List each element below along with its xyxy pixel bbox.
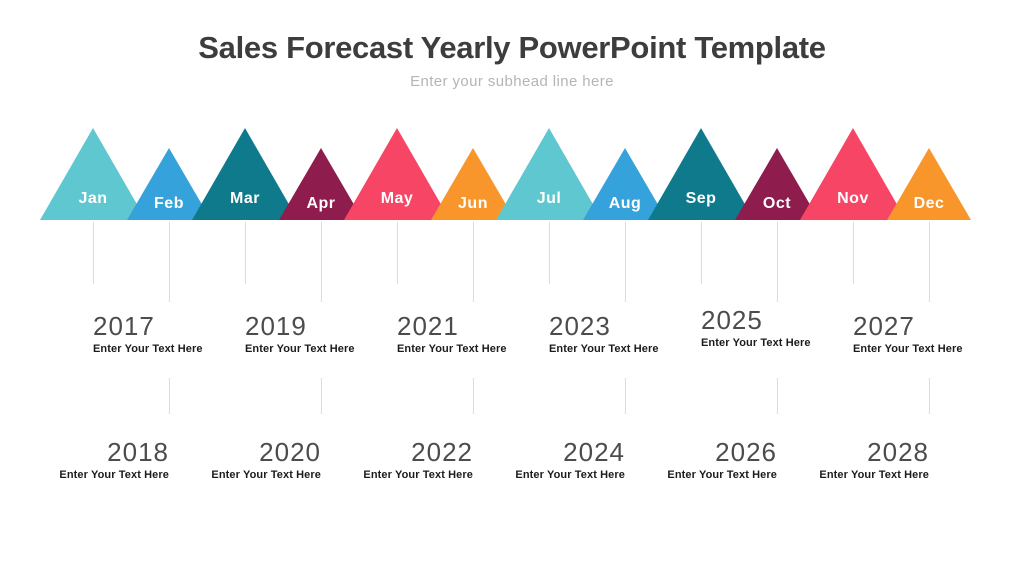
year-placeholder-text: Enter Your Text Here: [819, 469, 929, 481]
timeline-connector-line: [853, 222, 854, 284]
month-label-may: May: [380, 190, 414, 207]
year-block-2025: 2025 Enter Your Text Here: [701, 306, 811, 349]
year-label-2019: 2019: [245, 311, 307, 341]
timeline-connector-line: [929, 222, 930, 302]
year-label-2018: 2018: [107, 437, 169, 467]
year-block-2024: 2024 Enter Your Text Here: [515, 438, 625, 481]
year-label-2022: 2022: [411, 437, 473, 467]
year-placeholder-text: Enter Your Text Here: [853, 343, 963, 355]
year-placeholder-text: Enter Your Text Here: [363, 469, 473, 481]
month-label-jul: Jul: [536, 190, 562, 207]
month-triangle-mar: Mar: [192, 128, 298, 220]
page-title: Sales Forecast Yearly PowerPoint Templat…: [198, 30, 826, 65]
timeline-connector-line: [929, 378, 930, 414]
month-label-jun: Jun: [458, 195, 488, 212]
year-label-2026: 2026: [715, 437, 777, 467]
month-label-sep: Sep: [685, 190, 717, 207]
year-label-2023: 2023: [549, 311, 611, 341]
year-block-2023: 2023 Enter Your Text Here: [549, 312, 659, 355]
month-triangle-jul: Jul: [496, 128, 602, 220]
year-placeholder-text: Enter Your Text Here: [701, 337, 811, 349]
timeline-connector-line: [169, 378, 170, 414]
year-label-2020: 2020: [259, 437, 321, 467]
month-label-apr: Apr: [306, 195, 336, 212]
month-label-feb: Feb: [154, 195, 184, 212]
year-placeholder-text: Enter Your Text Here: [515, 469, 625, 481]
year-block-2020: 2020 Enter Your Text Here: [211, 438, 321, 481]
year-block-2022: 2022 Enter Your Text Here: [363, 438, 473, 481]
timeline-connector-line: [473, 222, 474, 302]
year-label-2017: 2017: [93, 311, 155, 341]
month-label-nov: Nov: [837, 190, 869, 207]
month-triangle-may: May: [344, 128, 450, 220]
year-block-2021: 2021 Enter Your Text Here: [397, 312, 507, 355]
month-label-aug: Aug: [608, 195, 642, 212]
timeline-connector-line: [777, 222, 778, 302]
year-placeholder-text: Enter Your Text Here: [211, 469, 321, 481]
timeline-connector-line: [625, 222, 626, 302]
timeline-connector-line: [549, 222, 550, 284]
year-block-2017: 2017 Enter Your Text Here: [93, 312, 203, 355]
month-triangle-nov: Nov: [800, 128, 906, 220]
timeline-connector-line: [397, 222, 398, 284]
month-label-jan: Jan: [78, 190, 108, 207]
month-triangle-dec: Dec: [887, 148, 971, 220]
subtitle: Enter your subhead line here: [410, 73, 614, 90]
month-label-dec: Dec: [913, 195, 945, 212]
timeline-connector-line: [245, 222, 246, 284]
timeline-connector-line: [93, 222, 94, 284]
year-label-2021: 2021: [397, 311, 459, 341]
year-label-2024: 2024: [563, 437, 625, 467]
year-block-2018: 2018 Enter Your Text Here: [59, 438, 169, 481]
year-placeholder-text: Enter Your Text Here: [59, 469, 169, 481]
month-label-mar: Mar: [230, 190, 260, 207]
year-block-2019: 2019 Enter Your Text Here: [245, 312, 355, 355]
year-label-2028: 2028: [867, 437, 929, 467]
month-label-oct: Oct: [762, 195, 792, 212]
year-label-2025: 2025: [701, 305, 763, 335]
timeline-connector-line: [473, 378, 474, 414]
year-placeholder-text: Enter Your Text Here: [667, 469, 777, 481]
month-triangle-sep: Sep: [648, 128, 754, 220]
year-block-2026: 2026 Enter Your Text Here: [667, 438, 777, 481]
year-block-2027: 2027 Enter Your Text Here: [853, 312, 963, 355]
timeline-connector-line: [321, 378, 322, 414]
year-label-2027: 2027: [853, 311, 915, 341]
year-block-2028: 2028 Enter Your Text Here: [819, 438, 929, 481]
timeline-connector-line: [625, 378, 626, 414]
timeline-connector-line: [321, 222, 322, 302]
timeline-connector-line: [777, 378, 778, 414]
timeline-connector-line: [169, 222, 170, 302]
year-placeholder-text: Enter Your Text Here: [93, 343, 203, 355]
month-triangle-jan: Jan: [40, 128, 146, 220]
year-placeholder-text: Enter Your Text Here: [397, 343, 507, 355]
year-placeholder-text: Enter Your Text Here: [549, 343, 659, 355]
year-placeholder-text: Enter Your Text Here: [245, 343, 355, 355]
timeline-connector-line: [701, 222, 702, 284]
